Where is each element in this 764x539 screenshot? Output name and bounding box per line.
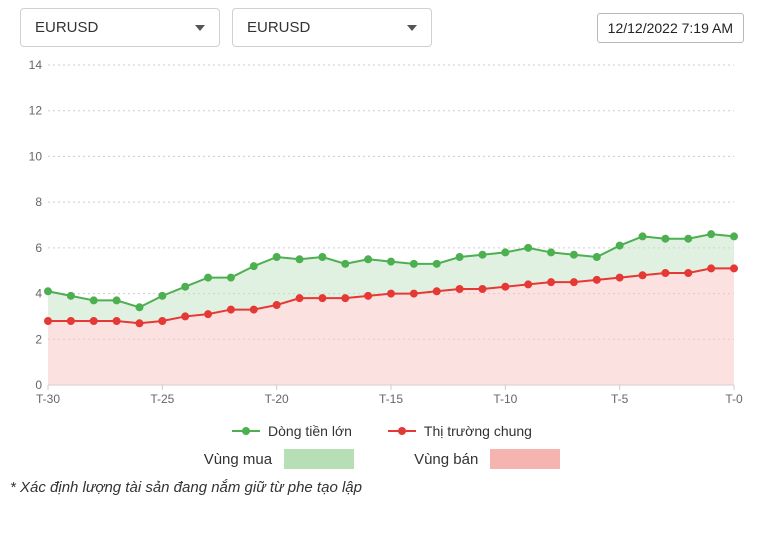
legend-label-1: Dòng tiền lớn	[268, 423, 352, 439]
legend-marker-red	[388, 424, 416, 438]
svg-text:4: 4	[35, 287, 42, 301]
sell-zone-swatch	[490, 449, 560, 469]
zone-legend: Vùng mua Vùng bán	[0, 443, 764, 475]
line-chart: 0 2 4 6 8 10 12 14 T-30 T-25 T-20 T-15 T-10 T-5 T-0	[14, 55, 744, 415]
sell-zone-label: Vùng bán	[414, 451, 478, 468]
legend-marker-green	[232, 424, 260, 438]
symbol-dropdown-1[interactable]: EURUSD	[20, 8, 220, 47]
dropdown-1-value: EURUSD	[35, 19, 98, 36]
buy-zone-item: Vùng mua	[204, 449, 354, 469]
controls-row: EURUSD EURUSD 12/12/2022 7:19 AM	[0, 0, 764, 55]
legend-series-2[interactable]: Thị trường chung	[388, 423, 532, 439]
svg-text:T-0: T-0	[725, 392, 743, 406]
svg-text:T-25: T-25	[150, 392, 174, 406]
svg-text:T-5: T-5	[611, 392, 629, 406]
buy-zone-label: Vùng mua	[204, 451, 272, 468]
legend-label-2: Thị trường chung	[424, 423, 532, 439]
svg-text:8: 8	[35, 195, 42, 209]
sell-zone-item: Vùng bán	[414, 449, 560, 469]
svg-text:0: 0	[35, 378, 42, 392]
chart-container: 0 2 4 6 8 10 12 14 T-30 T-25 T-20 T-15 T-10 T-5 T-0	[0, 55, 764, 415]
dropdown-2-value: EURUSD	[247, 19, 310, 36]
svg-text:T-20: T-20	[265, 392, 289, 406]
legend-series-1[interactable]: Dòng tiền lớn	[232, 423, 352, 439]
series-legend: Dòng tiền lớn Thị trường chung	[0, 415, 764, 443]
svg-text:10: 10	[29, 149, 43, 163]
symbol-dropdown-2[interactable]: EURUSD	[232, 8, 432, 47]
buy-zone-swatch	[284, 449, 354, 469]
svg-text:12: 12	[29, 104, 43, 118]
datetime-field[interactable]: 12/12/2022 7:19 AM	[597, 13, 744, 43]
svg-text:T-15: T-15	[379, 392, 403, 406]
chevron-down-icon	[407, 25, 417, 31]
svg-text:T-30: T-30	[36, 392, 60, 406]
datetime-value: 12/12/2022 7:19 AM	[608, 20, 733, 36]
svg-text:6: 6	[35, 241, 42, 255]
chevron-down-icon	[195, 25, 205, 31]
svg-text:T-10: T-10	[493, 392, 517, 406]
svg-text:2: 2	[35, 332, 42, 346]
note-text: * Xác định lượng tài sản đang nắm giữ từ…	[0, 475, 764, 496]
svg-text:14: 14	[29, 58, 43, 72]
